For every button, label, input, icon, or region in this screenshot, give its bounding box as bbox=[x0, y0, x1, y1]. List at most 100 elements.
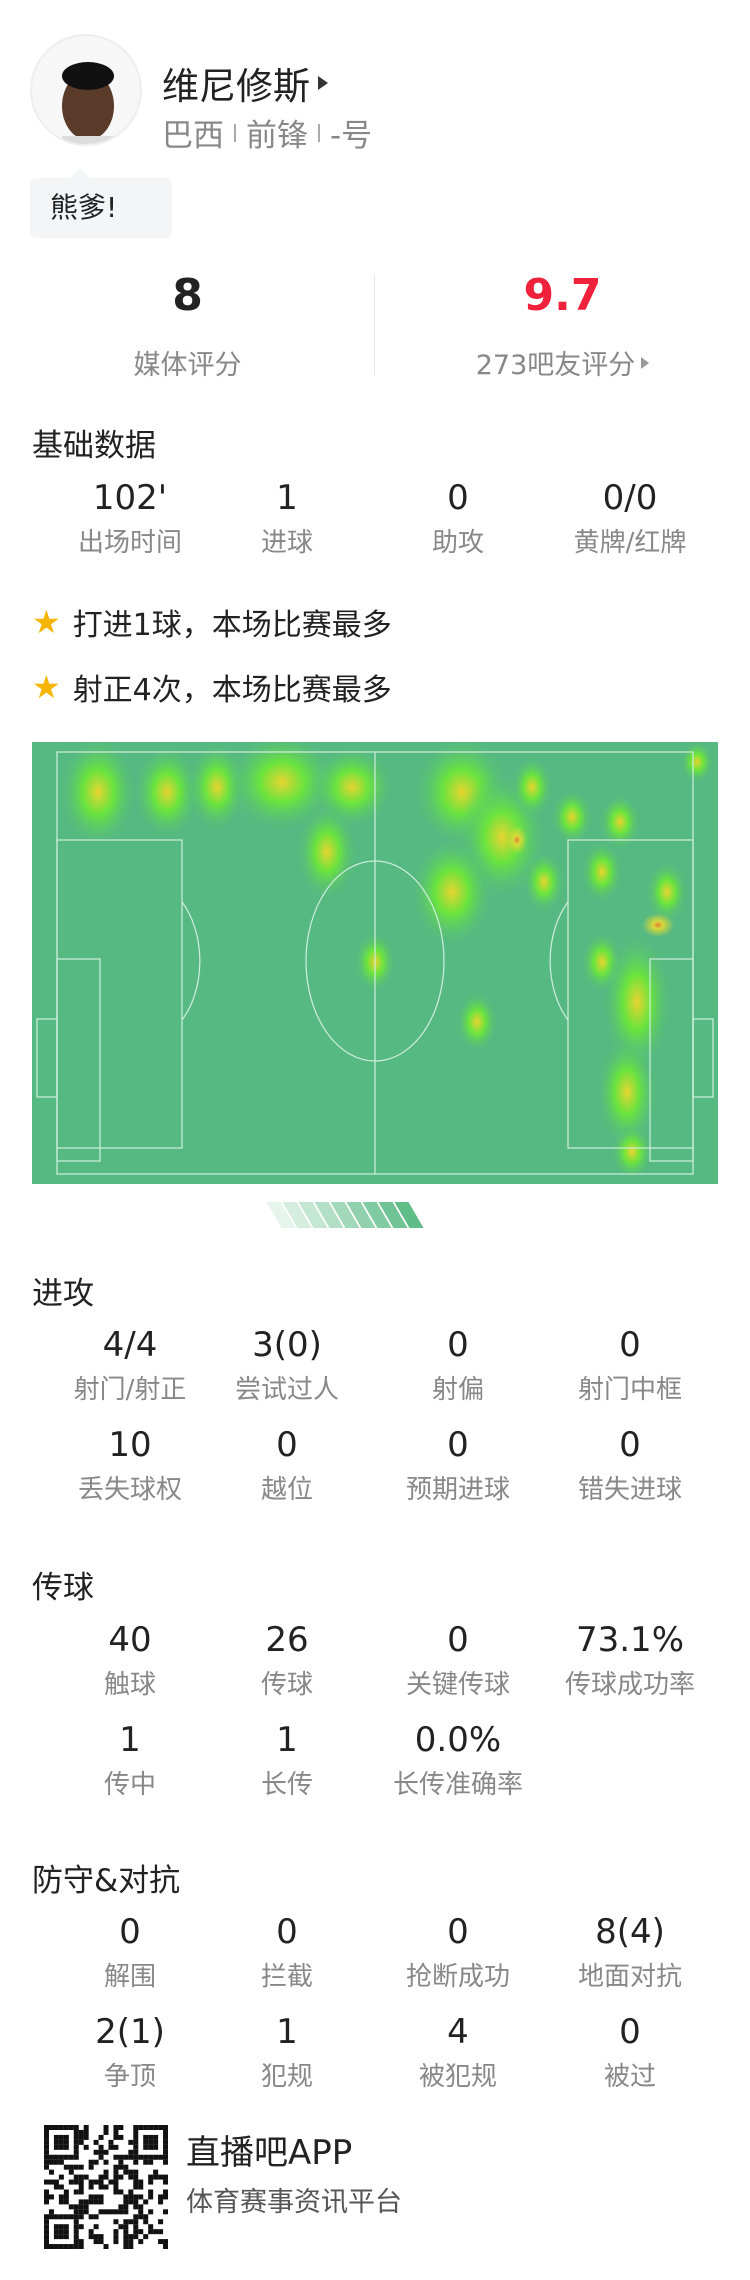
stat-label: 关键传球 bbox=[405, 1670, 510, 1700]
stat-label: 地面对抗 bbox=[577, 1962, 682, 1992]
stat-value: 1 bbox=[276, 1720, 298, 1760]
country: 巴西 bbox=[162, 118, 224, 154]
stat-label: 被犯规 bbox=[418, 2062, 497, 2092]
stat-value: 102' bbox=[92, 478, 168, 518]
fan-rating-link[interactable]: 273吧友评分 bbox=[375, 343, 750, 382]
star-icon: ★ bbox=[32, 603, 61, 641]
heat-spot bbox=[581, 841, 623, 903]
highlight-item: ★ 射正4次，本场比赛最多 bbox=[32, 665, 392, 709]
label: 媒体评分 bbox=[133, 350, 242, 381]
stat-label: 出场时间 bbox=[77, 528, 182, 558]
heat-spot bbox=[296, 803, 358, 901]
stat-label: 助攻 bbox=[431, 528, 484, 558]
stat-value: 2(1) bbox=[95, 2012, 165, 2052]
stat-label: 预期进球 bbox=[405, 1475, 510, 1505]
position: 前锋 bbox=[246, 118, 308, 154]
stat-label: 传球 bbox=[260, 1670, 313, 1700]
attack-direction-arrows bbox=[266, 1202, 424, 1228]
pitch-lines bbox=[36, 751, 714, 1175]
stat-value: 3(0) bbox=[252, 1325, 322, 1365]
heat-spot bbox=[680, 741, 714, 783]
heatmap-pitch bbox=[32, 731, 718, 1184]
player-avatar bbox=[30, 34, 142, 146]
stat-label: 射偏 bbox=[431, 1375, 484, 1405]
stat-label: 传球成功率 bbox=[564, 1670, 695, 1700]
stat-value: 26 bbox=[265, 1620, 309, 1660]
star-icon: ★ bbox=[32, 668, 61, 706]
highlight-item: ★ 打进1球，本场比赛最多 bbox=[32, 600, 392, 644]
stat-value: 0/0 bbox=[602, 478, 658, 518]
stat-label: 射门/射正 bbox=[73, 1375, 187, 1405]
heat-spot bbox=[599, 794, 641, 850]
passing-section-title: 传球 bbox=[32, 1570, 94, 1606]
heat-spot bbox=[596, 1036, 658, 1148]
stat-value: 4/4 bbox=[102, 1325, 158, 1365]
stat-value: 4 bbox=[447, 2012, 469, 2052]
stat-value: 0 bbox=[276, 1912, 298, 1952]
stat-value: 8(4) bbox=[595, 1912, 665, 1952]
heat-hotspot bbox=[642, 913, 674, 937]
media-rating-label: 媒体评分 bbox=[0, 343, 375, 382]
heat-spot bbox=[511, 756, 553, 818]
stat-label: 触球 bbox=[103, 1670, 156, 1700]
stat-value: 0 bbox=[276, 1425, 298, 1465]
heat-spot bbox=[602, 932, 672, 1072]
highlight-text: 打进1球，本场比赛最多 bbox=[72, 608, 392, 643]
heatmap bbox=[36, 731, 714, 1180]
heat-spot bbox=[410, 836, 494, 948]
comment-bubble: 熊爹! bbox=[30, 168, 172, 238]
stat-value: 0 bbox=[619, 1325, 641, 1365]
stat-label: 黄牌/红牌 bbox=[573, 528, 687, 558]
stat-label: 丢失球权 bbox=[77, 1475, 182, 1505]
stat-label: 长传 bbox=[260, 1770, 313, 1800]
stat-label: 争顶 bbox=[103, 2062, 156, 2092]
stat-value: 0.0% bbox=[414, 1720, 502, 1760]
stat-value: 1 bbox=[276, 478, 298, 518]
stat-value: 73.1% bbox=[575, 1620, 684, 1660]
stat-value: 1 bbox=[276, 2012, 298, 2052]
highlight-text: 射正4次，本场比赛最多 bbox=[72, 673, 392, 708]
divider bbox=[374, 275, 375, 375]
heat-hotspot bbox=[507, 826, 527, 854]
heat-spot bbox=[611, 1124, 653, 1180]
stat-value: 10 bbox=[108, 1425, 152, 1465]
stat-value: 1 bbox=[119, 1720, 141, 1760]
stat-label: 进球 bbox=[260, 528, 313, 558]
stat-value: 0 bbox=[447, 1620, 469, 1660]
stat-value: 0 bbox=[119, 1912, 141, 1952]
stat-label: 射门中框 bbox=[577, 1375, 682, 1405]
stat-label: 解围 bbox=[103, 1962, 156, 1992]
defense-section-title: 防守&对抗 bbox=[32, 1863, 181, 1899]
shirt-number: -号 bbox=[330, 118, 373, 154]
media-rating: 8 bbox=[172, 270, 203, 321]
heat-spot bbox=[133, 744, 201, 840]
stat-label: 传中 bbox=[103, 1770, 156, 1800]
player-meta: 巴西 前锋 -号 bbox=[162, 110, 372, 155]
stat-value: 0 bbox=[447, 1912, 469, 1952]
heat-spot bbox=[646, 861, 688, 923]
caret-right-icon bbox=[641, 356, 650, 369]
stat-value: 0 bbox=[447, 1325, 469, 1365]
stat-value: 0 bbox=[447, 1425, 469, 1465]
heat-spot bbox=[551, 789, 593, 845]
player-name: 维尼修斯 bbox=[162, 65, 310, 108]
stat-label: 被过 bbox=[603, 2062, 656, 2092]
stat-label: 犯规 bbox=[260, 2062, 313, 2092]
fan-rating: 9.7 bbox=[523, 270, 602, 321]
stat-value: 40 bbox=[108, 1620, 152, 1660]
player-name-link[interactable]: 维尼修斯 bbox=[162, 56, 328, 110]
stat-label: 拦截 bbox=[260, 1962, 313, 1992]
stat-value: 0 bbox=[619, 2012, 641, 2052]
stat-value: 0 bbox=[447, 478, 469, 518]
attack-section-title: 进攻 bbox=[32, 1276, 94, 1312]
brand-slogan: 体育赛事资讯平台 bbox=[186, 2187, 402, 2218]
divider bbox=[234, 123, 236, 142]
label: 273吧友评分 bbox=[475, 350, 636, 381]
heat-spot bbox=[226, 731, 338, 833]
stat-label: 越位 bbox=[260, 1475, 313, 1505]
stat-label: 尝试过人 bbox=[234, 1375, 339, 1405]
caret-right-icon bbox=[318, 76, 328, 90]
heat-spot bbox=[456, 991, 498, 1053]
qr-code bbox=[44, 2125, 169, 2250]
heat-spot bbox=[523, 851, 565, 913]
